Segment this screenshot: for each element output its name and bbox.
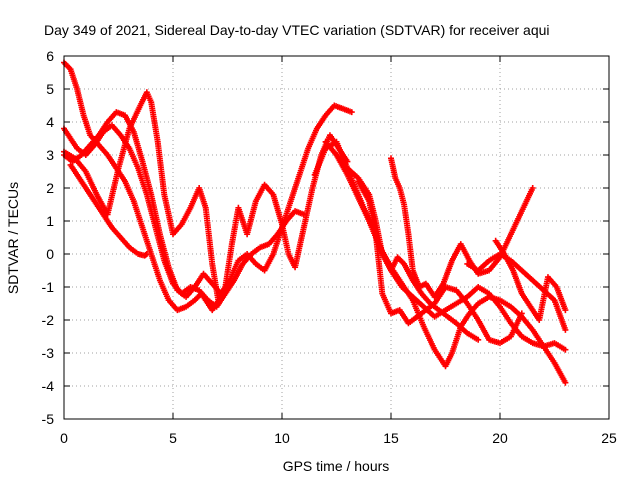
y-tick-label: -2 [42, 312, 55, 328]
data-point [562, 307, 569, 314]
plot-frame [63, 55, 610, 420]
data-point [142, 251, 149, 258]
y-tick-label: 1 [46, 213, 54, 229]
data-point [562, 346, 569, 353]
series-track-4 [61, 89, 351, 307]
series-track-9 [355, 178, 525, 347]
y-tick-label: 0 [46, 246, 54, 262]
data-point [143, 251, 150, 257]
x-tick-label: 0 [60, 430, 68, 446]
series-track-7 [322, 138, 569, 353]
y-tick-label: -1 [42, 279, 55, 295]
axis-ticks: 0 5 10 15 20 25 -5 -4 -3 -2 -1 0 1 2 3 4 5 6 [42, 48, 617, 446]
x-tick-label: 25 [601, 430, 617, 446]
y-tick-label: 6 [46, 48, 54, 64]
y-tick-label: 2 [46, 180, 54, 196]
data-point [518, 310, 525, 317]
y-tick-label: -4 [42, 378, 55, 394]
y-tick-label: 5 [46, 81, 54, 97]
data-point [348, 109, 355, 116]
data-point [562, 379, 569, 386]
chart-title: Day 349 of 2021, Sidereal Day-to-day VTE… [44, 22, 550, 38]
x-tick-label: 15 [383, 430, 399, 446]
series-track-5 [67, 161, 150, 259]
y-tick-label: -3 [42, 345, 55, 361]
y-axis-label: SDTVAR / TECUs [5, 182, 21, 294]
series-track-12 [492, 237, 569, 323]
x-axis-label: GPS time / hours [283, 458, 390, 474]
x-tick-label: 10 [274, 430, 290, 446]
plot-area [61, 59, 569, 386]
y-tick-label: 3 [46, 147, 54, 163]
x-tick-label: 5 [169, 430, 177, 446]
x-tick-label: 20 [492, 430, 508, 446]
y-tick-label: 4 [46, 114, 54, 130]
y-tick-label: -5 [42, 411, 55, 427]
data-point [475, 336, 482, 343]
data-point [562, 326, 569, 333]
data-point [529, 185, 536, 191]
series-track-6 [311, 138, 569, 386]
